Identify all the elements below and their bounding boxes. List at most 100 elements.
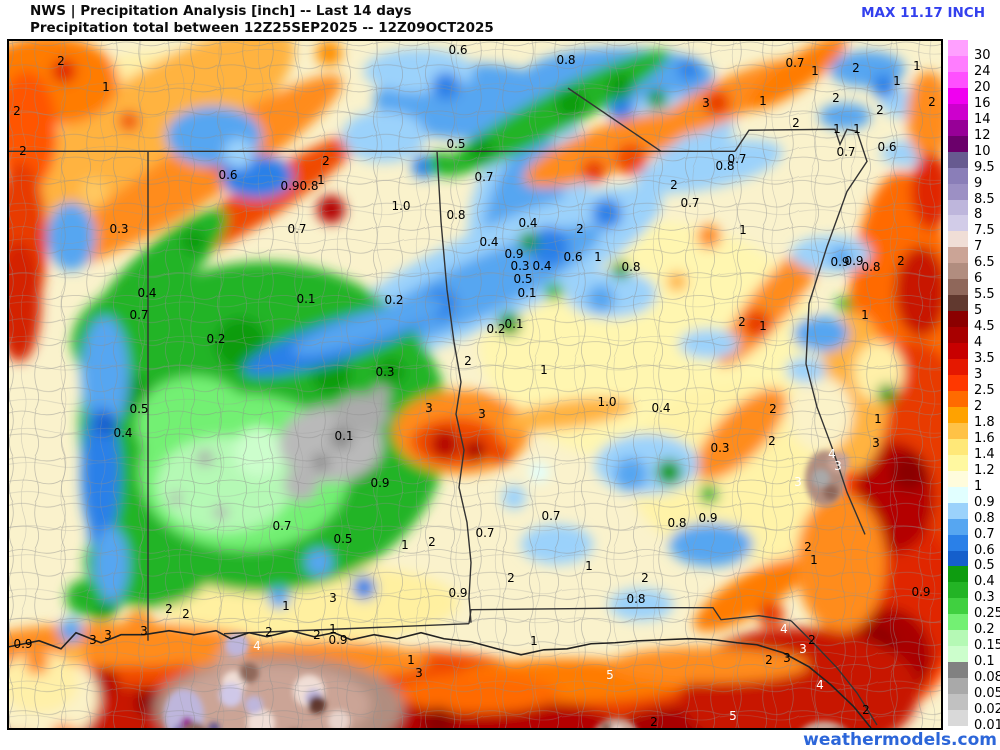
precip-value-labels: 2 1 2 2 0.6 0.9 0.8 1 2 0.3 0.7 0.5 0.6 0.8 0.7 1.0 0.8 0… (9, 41, 941, 728)
precip-value-label: 3 (415, 665, 423, 680)
precipitation-raster (9, 41, 941, 728)
precip-value-label: 1 (759, 318, 767, 333)
precip-value-label: 0.4 (532, 258, 552, 273)
precip-value-label: 2 (765, 652, 773, 667)
precip-value-label: 3 (329, 590, 337, 605)
precip-value-label: 0.5 (513, 271, 533, 286)
precip-value-label: 0.6 (218, 168, 238, 183)
legend-value: 12 (974, 127, 991, 143)
legend-swatch (948, 438, 968, 456)
precip-value-label: 1 (594, 249, 602, 264)
precip-value-label: 0.7 (836, 145, 856, 160)
precip-value-label: 4 (780, 621, 788, 636)
legend-value: 20 (974, 79, 991, 95)
precip-value-label: 1 (913, 59, 921, 74)
precip-value-label: 2 (832, 91, 840, 106)
legend-swatch (948, 454, 968, 472)
precip-value-label: 0.7 (474, 170, 494, 185)
legend-value: 0.6 (974, 542, 995, 558)
precip-value-label: 1 (317, 173, 325, 188)
precip-value-label: 0.8 (667, 516, 687, 531)
precip-value-label: 0.7 (680, 196, 700, 211)
gulf-coastline (9, 629, 872, 728)
precip-value-label: 2 (265, 624, 273, 639)
legend-swatch (948, 199, 968, 216)
legend-value: 0.05 (974, 686, 1000, 702)
legend-swatch (948, 87, 968, 105)
legend-swatch (948, 502, 968, 520)
legend-value: 0.2 (974, 622, 995, 638)
precip-value-label: 3 (799, 641, 807, 656)
precip-value-label: 1 (833, 122, 841, 137)
legend-swatch (948, 534, 968, 551)
legend-swatch (948, 327, 968, 344)
precip-value-label: 3 (834, 459, 842, 474)
precip-value-label: 0.2 (486, 321, 506, 336)
legend-swatch (948, 215, 968, 232)
legend-swatch (948, 311, 968, 328)
precip-value-label: 1 (874, 412, 882, 427)
legend-swatch (948, 646, 968, 663)
precip-value-label: 3 (425, 401, 433, 416)
legend-value: 0.8 (974, 510, 995, 526)
precip-value-label: 2 (792, 116, 800, 131)
precip-value-label: 0.1 (334, 429, 354, 444)
precip-value-label: 2 (738, 314, 746, 329)
precip-value-label: 4 (253, 638, 261, 653)
legend-swatch (948, 343, 968, 360)
precip-value-label: 1 (810, 552, 818, 567)
precip-value-label: 0.8 (861, 259, 881, 274)
legend-swatch (948, 630, 968, 647)
precip-value-label: 1 (893, 74, 901, 89)
legend-swatch (948, 390, 968, 408)
legend-swatch (948, 486, 968, 504)
precip-value-label: 1 (811, 64, 819, 79)
legend-value: 2 (974, 398, 983, 414)
color-scale-legend: 30 24 20 16 14 12 10 9.5 9 8.5 8 7.5 7 6.5 6 5.5 5 4.5 4 3.… (948, 40, 1000, 732)
precip-value-label: 2 (876, 103, 884, 118)
legend-value: 7.5 (974, 223, 995, 239)
legend-swatch (948, 375, 968, 392)
legend-value: 6.5 (974, 255, 995, 271)
legend-swatch (948, 231, 968, 248)
legend-swatch (948, 406, 968, 424)
legend-swatch (948, 167, 968, 185)
precip-value-label: 1.0 (391, 199, 411, 214)
precip-value-label: 0.8 (556, 53, 576, 68)
precip-value-label: 0.9 (698, 511, 718, 526)
precip-value-label: 4 (816, 677, 824, 692)
precip-value-label: 0.3 (375, 364, 395, 379)
legend-value: 0.25 (974, 606, 1000, 622)
precip-value-label: 2 (641, 570, 649, 585)
state-borders (9, 87, 878, 726)
precip-value-label: 5 (729, 708, 737, 723)
precip-value-label: 5 (606, 667, 614, 682)
legend-value: 30 (974, 47, 991, 63)
legend-swatch (948, 710, 968, 727)
precip-value-label: 3 (783, 650, 791, 665)
precip-value-label: 3 (872, 436, 880, 451)
precip-value-label: 1 (407, 652, 415, 667)
precip-value-label: 1 (739, 222, 747, 237)
precip-value-label: 2 (313, 627, 321, 642)
precip-value-label: 2 (464, 353, 472, 368)
precip-value-label: 2 (19, 144, 27, 159)
precip-value-label: 2 (507, 570, 515, 585)
legend-swatch (948, 279, 968, 296)
legend-swatch (948, 566, 968, 583)
legend-value: 1.4 (974, 446, 995, 462)
precip-value-label: 0.7 (287, 221, 307, 236)
precip-value-label: 0.9 (13, 636, 33, 651)
precip-value-label: 0.6 (877, 140, 897, 155)
precip-value-label: 2 (650, 714, 658, 729)
precip-value-label: 0.4 (518, 215, 538, 230)
precip-value-label: 0.8 (621, 259, 641, 274)
legend-value: 10 (974, 143, 991, 159)
legend-swatch (948, 422, 968, 440)
precip-value-label: 1 (540, 362, 548, 377)
precip-value-label: 2 (768, 434, 776, 449)
legend-value: 0.15 (974, 638, 1000, 654)
precip-value-label: 2 (165, 601, 173, 616)
legend-value: 0.5 (974, 558, 995, 574)
legend-swatch (948, 614, 968, 631)
